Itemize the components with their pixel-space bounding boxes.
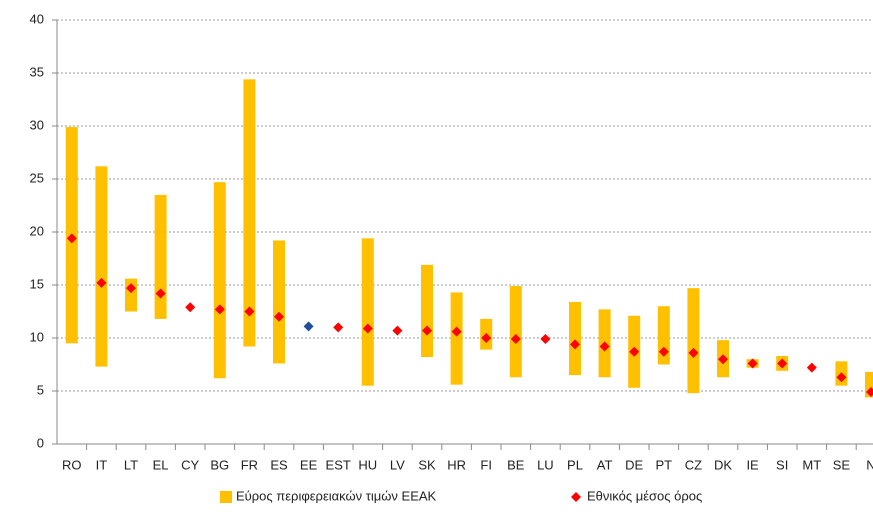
- average-marker: [185, 302, 196, 313]
- x-tick-label: SE: [833, 457, 851, 472]
- x-tick-label: CZ: [685, 457, 702, 472]
- x-tick-label: PT: [655, 457, 672, 472]
- x-tick-label: ES: [270, 457, 288, 472]
- x-tick-label: AT: [597, 457, 613, 472]
- range-bar: [361, 238, 374, 386]
- x-tick-label: N: [866, 457, 873, 472]
- average-marker: [747, 358, 758, 369]
- y-tick-label: 0: [37, 435, 44, 450]
- legend-swatch: [220, 491, 232, 503]
- average-marker: [274, 311, 284, 322]
- y-tick-label: 15: [30, 276, 44, 291]
- x-tick-label: LT: [124, 457, 138, 472]
- x-tick-label: EE: [300, 457, 318, 472]
- average-marker: [658, 346, 669, 357]
- average-marker: [362, 323, 373, 334]
- average-marker: [629, 346, 640, 357]
- x-tick-label: HU: [358, 457, 377, 472]
- average-marker: [303, 321, 314, 332]
- average-marker: [688, 347, 699, 358]
- x-tick-label: RO: [62, 457, 82, 472]
- legend-swatch: [571, 492, 581, 502]
- x-tick-label: MT: [802, 457, 821, 472]
- average-marker: [333, 322, 344, 333]
- y-tick-label: 35: [30, 64, 44, 79]
- average-marker: [451, 326, 462, 337]
- y-tick-label: 10: [30, 329, 44, 344]
- x-tick-label: HR: [447, 457, 466, 472]
- x-tick-label: DK: [714, 457, 732, 472]
- average-marker: [510, 334, 521, 345]
- range-bar: [243, 79, 256, 347]
- range-bar: [213, 182, 226, 379]
- y-tick-label: 25: [30, 170, 44, 185]
- range-bar: [421, 264, 433, 358]
- average-marker: [570, 339, 580, 350]
- average-marker: [481, 333, 492, 343]
- range-bar: [95, 166, 108, 367]
- average-marker: [126, 283, 136, 294]
- x-tick-label: LU: [537, 457, 554, 472]
- y-tick-label: 40: [30, 11, 44, 26]
- x-tick-label: EST: [326, 457, 351, 472]
- average-marker: [392, 325, 403, 336]
- legend-label: Εθνικός μέσος όρος: [587, 488, 702, 503]
- range-bar: [154, 194, 167, 319]
- range-bar: [509, 286, 522, 378]
- range-bar: [569, 301, 581, 376]
- x-tick-label: SI: [776, 457, 788, 472]
- range-bar: [687, 288, 700, 394]
- average-marker: [866, 387, 873, 398]
- average-marker: [422, 325, 432, 336]
- average-marker: [96, 277, 107, 288]
- x-tick-label: SK: [418, 457, 436, 472]
- x-tick-label: LV: [390, 457, 405, 472]
- x-tick-label: CY: [181, 457, 199, 472]
- x-tick-label: IE: [746, 457, 759, 472]
- x-tick-label: FR: [241, 457, 258, 472]
- average-marker: [214, 304, 225, 315]
- average-marker: [806, 362, 817, 373]
- range-bar: [273, 240, 285, 364]
- range-bar: [865, 371, 873, 398]
- y-tick-label: 20: [30, 223, 44, 238]
- average-marker: [155, 288, 166, 299]
- y-tick-label: 5: [37, 382, 44, 397]
- average-marker: [540, 334, 551, 345]
- average-marker: [599, 341, 610, 352]
- average-marker: [777, 358, 788, 369]
- x-tick-label: EL: [153, 457, 169, 472]
- average-marker: [718, 354, 728, 365]
- x-tick-label: DE: [625, 457, 643, 472]
- average-marker: [244, 306, 255, 317]
- x-tick-label: PL: [567, 457, 583, 472]
- x-tick-label: FI: [480, 457, 492, 472]
- x-tick-label: IT: [96, 457, 108, 472]
- y-tick-label: 30: [30, 117, 44, 132]
- x-tick-label: BG: [210, 457, 229, 472]
- range-bar: [450, 292, 463, 385]
- x-tick-label: BE: [507, 457, 525, 472]
- average-marker: [836, 372, 847, 383]
- legend-label: Εύρος περιφερειακών τιμών ΕΕΑΚ: [236, 488, 437, 503]
- average-marker: [66, 233, 77, 244]
